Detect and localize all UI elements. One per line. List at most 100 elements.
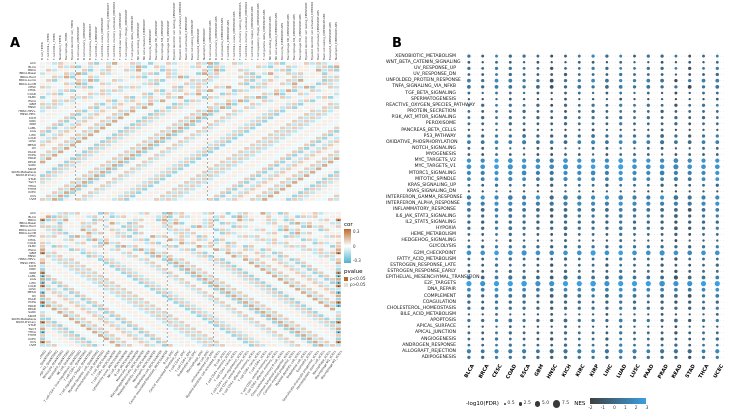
a-row-label: LAML <box>28 273 36 278</box>
a-row-label: STAD <box>28 176 36 181</box>
fdr-size-legend-item: 0.5 <box>503 401 515 406</box>
panel-a-heatmap-top-canvas <box>40 62 340 202</box>
b-pathway-label: APICAL_SURFACE <box>416 324 456 330</box>
a-top-column-label: NK cell resting_CIBERSORT <box>136 22 141 60</box>
b-cancer-label: THCA <box>698 363 711 380</box>
nes-tick: 1 <box>623 405 627 410</box>
pvalue-swatch <box>344 277 348 281</box>
b-pathway-label: UNFOLDED_PROTEIN_RESPONSE <box>386 78 461 84</box>
a-top-column-label: T cell CD4+ naive_CIBERSORT-ABS <box>232 11 237 60</box>
b-pathway-label: HYPOXIA <box>436 225 456 231</box>
b-pathway-label: TGF_BETA_SIGNALING <box>405 90 456 96</box>
a-top-column-label: T cell CD8+_CIBERSORT <box>94 26 99 60</box>
a-top-column-label: Myeloid dendritic cell activated_CIBERSO… <box>310 2 315 60</box>
nes-tick: -1 <box>600 405 605 410</box>
a-row-label: LUAD <box>28 136 36 140</box>
a-row-label: KIRC <box>29 119 36 123</box>
a-top-column-label: Macrophage M1_CIBERSORT <box>160 20 165 60</box>
b-pathway-label: G2M_CHECKPOINT <box>413 250 456 256</box>
a-row-label: CHOL <box>27 237 36 242</box>
a-top-column-label: Eosinophil_CIBERSORT-ABS <box>328 22 333 60</box>
panel-a-heatmap-bottom-canvas <box>40 212 342 348</box>
b-cancer-label: PRAD <box>656 363 670 380</box>
a-row-label: PCPG <box>28 153 36 157</box>
a-row-label: READ <box>27 306 36 311</box>
nes-tick: 3 <box>645 405 649 410</box>
a-row-label: BRCA <box>28 217 36 222</box>
a-top-column-label: B cell plasma_CIBERSORT-ABS <box>220 17 225 60</box>
b-pathway-label: OXIDATIVE_PHOSPHORYLATION <box>386 139 458 145</box>
b-cancer-label: ESCA <box>518 363 532 380</box>
b-cancer-label: CESC <box>491 363 504 379</box>
a-row-label: LIHC <box>29 132 36 137</box>
fdr-size-legend-items: 0.5 2.5 5.0 7.5 <box>503 400 569 408</box>
b-pathway-label: KRAS_SIGNALING_DN <box>407 189 456 194</box>
fdr-size-label: 5.0 <box>541 401 550 407</box>
a-row-label: LAML <box>28 125 36 130</box>
a-row-label: LGG <box>29 277 36 282</box>
panel-b-label: B <box>392 36 402 51</box>
a-row-label: BRCA-LumA <box>18 227 36 232</box>
fdr-size-label: 2.5 <box>523 401 531 407</box>
b-cancer-label: PAAD <box>642 363 656 380</box>
a-top-column-label: Myeloid dendritic cell resting_CIBERSORT… <box>304 2 309 60</box>
a-row-label: KICH <box>29 264 36 268</box>
a-row-label: KIRC <box>29 267 36 272</box>
b-pathway-label: MYC_TARGETS_V2 <box>414 158 456 164</box>
nes-colorbar-wrap: -2 -1 0 1 2 3 <box>588 398 649 410</box>
correlation-colorbar-ticks: 0.3 0 -0.3 <box>353 229 361 263</box>
a-row-label: HNSC-HPV+ <box>18 108 36 113</box>
a-row-label: UVM <box>29 197 36 202</box>
a-row-label: PRAD <box>28 156 36 161</box>
panel-b-pathway-labels: XENOBIOTIC_METABOLISM WNT_BETA_CATENIN_SI… <box>386 53 480 365</box>
b-cancer-label: LUSC <box>629 363 642 379</box>
b-pathway-label: CHOLESTEROL_HOMEOSTASIS <box>386 305 456 311</box>
a-row-label: LGG <box>29 129 36 134</box>
b-pathway-label: DNA_REPAIR <box>427 287 456 293</box>
b-cancer-label: GBM <box>533 363 546 378</box>
b-pathway-label: ANGIOGENESIS <box>420 336 456 342</box>
a-row-label: KIRP <box>29 122 37 127</box>
a-top-column-label: T cell CD4+ memory resting_CIBERSORT <box>106 3 111 60</box>
a-row-label: HNSC <box>27 254 36 259</box>
b-cancer-label: KICH <box>560 363 573 379</box>
b-pathway-label: FATTY_ACID_METABOLISM <box>396 256 456 262</box>
panel-a-label: A <box>10 36 21 51</box>
a-row-label: ESCA <box>28 98 36 103</box>
pvalue-swatch <box>344 283 348 287</box>
a-row-label: TGCT <box>28 180 36 185</box>
fdr-size-legend-item: 5.0 <box>534 401 550 407</box>
a-row-label: PAAD <box>28 297 36 301</box>
a-row-label: BLCA <box>28 214 36 219</box>
a-row-label: KIRP <box>29 270 37 275</box>
a-top-column-label: T cell gamma delta_CIBERSORT <box>130 15 135 60</box>
a-top-column-label: T cell CD8+_CIBERSORT-ABS <box>226 19 231 60</box>
b-pathway-label: INTERFERON_GAMMA_RESPONSE <box>386 195 463 201</box>
a-row-label: SARC <box>28 310 36 315</box>
b-pathway-label: INFLAMMATORY_RESPONSE <box>392 207 456 213</box>
b-pathway-label: ANDROGEN_RESPONSE <box>402 342 456 348</box>
a-row-label: SARC <box>28 163 36 168</box>
b-pathway-label: ESTROGEN_RESPONSE_EARLY <box>387 268 456 274</box>
b-pathway-label: E2F_TARGETS <box>424 281 456 287</box>
b-pathway-label: HEME_METABOLISM <box>410 232 456 238</box>
b-pathway-label: HEDGEHOG_SIGNALING <box>401 238 456 244</box>
b-pathway-label: WNT_BETA_CATENIN_SIGNALING <box>386 59 461 65</box>
a-top-column-label: B cell memory_CIBERSORT <box>82 22 87 60</box>
a-row-label: THYM <box>27 333 36 338</box>
a-top-column-label: B cell_TIMER <box>40 42 45 60</box>
b-pathway-label: PROTEIN_SECRETION <box>407 109 456 115</box>
b-cancer-label: COAD <box>504 363 518 381</box>
b-pathway-label: IL2_STAT5_SIGNALING <box>405 219 456 225</box>
panel-a-legend: cor 0.3 0 -0.3 pvalue p<0.05 p>0.05 <box>344 222 380 288</box>
a-top-column-label: Mast cell activated_CIBERSORT-ABS <box>316 10 321 60</box>
fdr-size-dot <box>553 400 561 408</box>
fdr-size-legend-item: 7.5 <box>553 400 569 408</box>
a-row-label: BRCA-Her2 <box>20 224 36 229</box>
a-row-label: STAD <box>28 323 36 328</box>
b-cancer-label: READ <box>670 363 684 380</box>
b-pathway-label: APOPTOSIS <box>430 318 456 324</box>
a-top-column-label: Macrophage M1_CIBERSORT-ABS <box>292 14 297 60</box>
panel-b-cancer-labels: BLCA BRCA CESC COAD ESCA GBM HNSC KICH KIRC KIRP L… <box>462 364 726 396</box>
nes-legend-title: NES <box>574 401 586 407</box>
